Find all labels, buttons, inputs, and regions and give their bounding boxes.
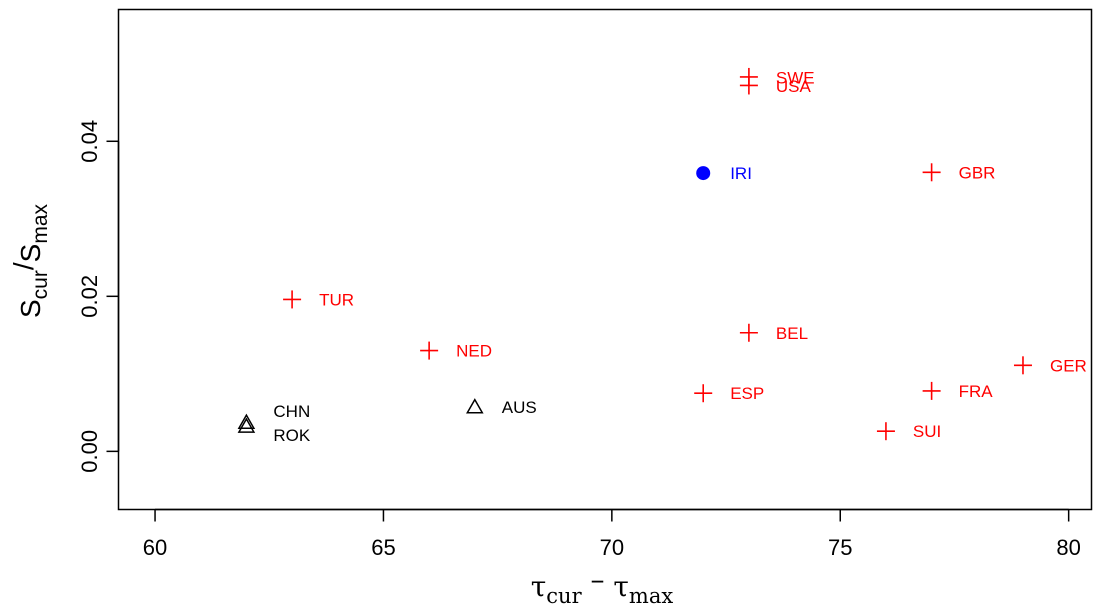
point-iri-marker [696, 166, 711, 181]
point-ned-marker [420, 341, 439, 360]
point-tur-label: TUR [319, 290, 354, 309]
point-sui-label: SUI [913, 422, 941, 441]
point-fra-marker [922, 381, 941, 400]
point-ned-label: NED [456, 342, 492, 361]
y-axis: 0.00 0.02 0.04 [77, 120, 120, 473]
y-axis-title: Scur/Smax [8, 203, 52, 318]
point-iri-label: IRI [730, 164, 752, 183]
point-swe-marker [739, 76, 758, 95]
point-ger-marker [1013, 356, 1032, 375]
point-gbr-marker [922, 163, 941, 182]
x-tick-label: 65 [371, 535, 395, 560]
point-esp-marker [694, 384, 713, 403]
point-sui-marker [876, 422, 895, 441]
point-chn-label: CHN [273, 402, 310, 421]
point-chn-marker [237, 417, 256, 433]
point-fra-label: FRA [959, 382, 994, 401]
y-tick-label: 0.00 [77, 430, 102, 473]
point-aus-marker [466, 398, 484, 414]
y-tick-label: 0.02 [77, 275, 102, 318]
point-bel-label: BEL [776, 324, 808, 343]
point-swe-label: SWE [776, 69, 815, 88]
point-ger-label: GER [1050, 356, 1087, 375]
x-tick-label: 80 [1056, 535, 1080, 560]
x-tick-label: 75 [828, 535, 852, 560]
plot-frame [117, 8, 1093, 511]
x-axis-title: τcur – τmax [531, 563, 674, 608]
x-axis: 60 65 70 75 80 [143, 508, 1081, 560]
point-rok-label: ROK [273, 426, 311, 445]
point-bel-marker [739, 323, 758, 342]
point-rok-marker [237, 413, 256, 430]
x-tick-label: 60 [143, 535, 167, 560]
point-gbr-label: GBR [959, 163, 996, 182]
point-usa-label: USA [776, 77, 812, 96]
point-aus-label: AUS [502, 398, 537, 417]
point-esp-label: ESP [730, 384, 764, 403]
point-tur-marker [283, 290, 302, 309]
y-tick-label: 0.04 [77, 120, 102, 163]
x-tick-label: 70 [600, 535, 624, 560]
